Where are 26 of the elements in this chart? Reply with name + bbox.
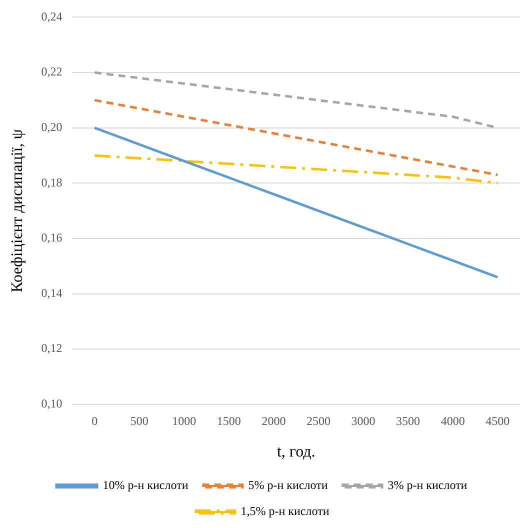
legend-label: 3% р-н кислоти [388, 478, 468, 492]
x-tick-label: 4000 [440, 414, 465, 428]
line-series [93, 154, 499, 184]
line-series [93, 98, 499, 176]
x-tick-label: 3500 [396, 414, 420, 428]
legend-label: 5% р-н кислоти [248, 478, 328, 492]
y-tick-label: 0,20 [41, 120, 62, 134]
y-tick-label: 0,16 [41, 230, 62, 245]
x-axis-title: t, год. [276, 444, 316, 461]
x-tick-label: 3000 [351, 414, 376, 428]
legend-label: 1,5% р-н кислоти [240, 504, 330, 518]
y-tick-label: 0,22 [41, 64, 62, 79]
y-tick-label: 0,14 [41, 286, 62, 300]
y-tick-label: 0,24 [41, 9, 62, 24]
y-tick-label: 0,10 [41, 396, 62, 411]
x-tick-label: 0 [92, 414, 98, 428]
x-tick-label: 1500 [216, 414, 241, 428]
x-tick-label: 1000 [172, 414, 196, 428]
x-tick-label: 500 [130, 414, 148, 428]
x-tick-label: 4500 [486, 414, 510, 428]
x-tick-label: 2500 [306, 414, 330, 428]
y-tick-label: 0,18 [41, 175, 62, 190]
legend-label: 10% р-н кислоти [102, 478, 189, 492]
x-tick-label: 2000 [262, 414, 286, 428]
y-tick-label: 0,12 [41, 341, 62, 356]
y-axis-title: Коефіцієнт дисипації, ψ [8, 129, 26, 292]
